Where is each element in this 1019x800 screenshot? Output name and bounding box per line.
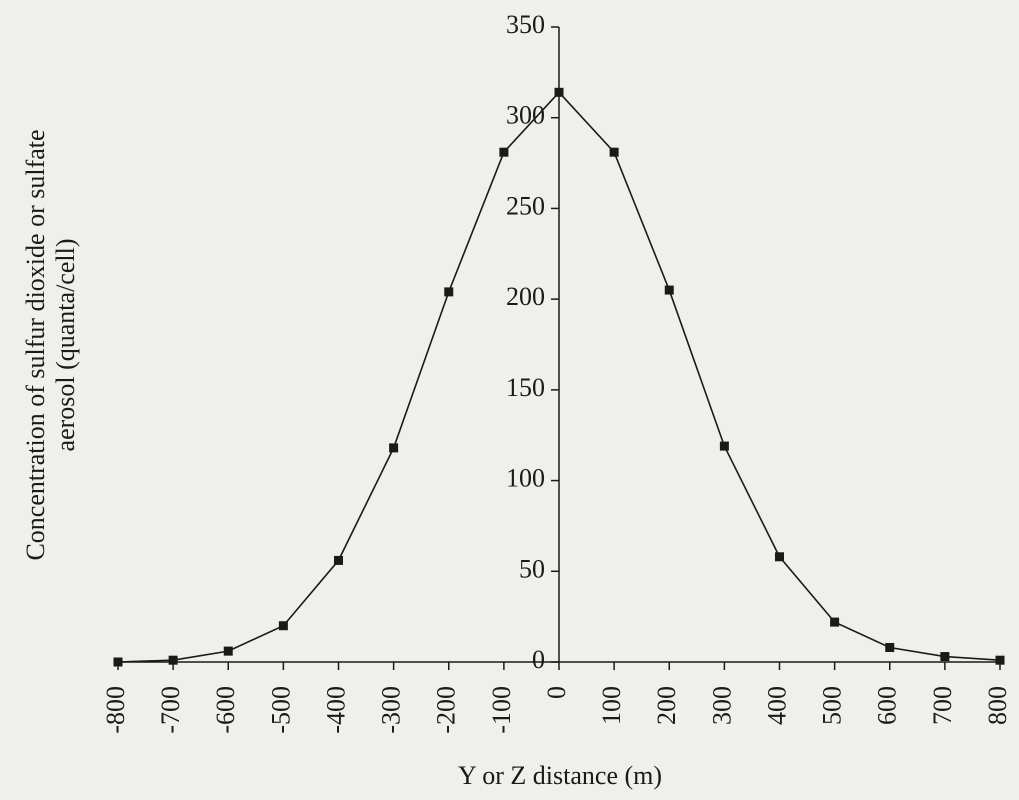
x-tick-label: -700	[156, 686, 185, 734]
y-tick-label: 0	[532, 645, 545, 674]
x-tick-label: 700	[928, 686, 957, 725]
x-tick-label: 100	[597, 686, 626, 725]
data-point	[168, 655, 178, 665]
x-tick-label: -200	[432, 686, 461, 734]
data-point	[664, 285, 674, 295]
x-tick-label: -300	[377, 686, 406, 734]
x-tick-label: -100	[487, 686, 516, 734]
y-tick-label: 250	[506, 191, 545, 220]
x-tick-label: 500	[818, 686, 847, 725]
data-point	[554, 87, 564, 97]
y-tick-label: 300	[506, 101, 545, 130]
x-tick-label: 400	[762, 686, 791, 725]
x-tick-label: -600	[211, 686, 240, 734]
y-tick-label: 50	[519, 554, 545, 583]
data-point	[278, 621, 288, 631]
data-point	[444, 287, 454, 297]
y-tick-label: 100	[506, 464, 545, 493]
x-tick-label: 200	[652, 686, 681, 725]
data-point	[775, 552, 784, 562]
data-point	[334, 555, 343, 565]
data-point	[499, 147, 509, 157]
x-tick-label: 800	[983, 686, 1012, 725]
x-tick-label: -500	[266, 686, 295, 734]
data-point	[223, 646, 233, 656]
data-point	[609, 147, 619, 157]
data-point	[830, 617, 840, 627]
y-axis-title: Concentration of sulfur dioxide or sulfa…	[21, 129, 50, 560]
x-tick-label: -800	[101, 686, 130, 734]
x-tick-label: 300	[707, 686, 736, 725]
x-tick-label: -400	[321, 686, 350, 734]
data-point	[389, 443, 399, 453]
data-point	[995, 655, 1005, 665]
x-axis-title: Y or Z distance (m)	[458, 761, 662, 790]
x-tick-label: 600	[873, 686, 902, 725]
y-tick-label: 350	[506, 10, 545, 39]
data-point	[113, 657, 123, 667]
y-tick-label: 200	[506, 282, 545, 311]
y-axis-title: aerosol (quanta/cell)	[51, 239, 80, 452]
data-point	[719, 441, 729, 451]
data-point	[940, 652, 950, 662]
x-tick-label: 0	[542, 686, 571, 699]
y-tick-label: 150	[506, 373, 545, 402]
data-point	[885, 642, 895, 652]
